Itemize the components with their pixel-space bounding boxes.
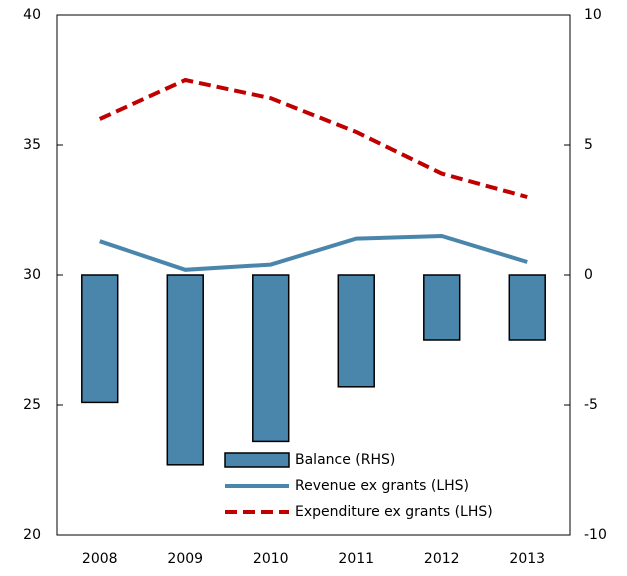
y2-tick-label: 5 xyxy=(584,137,593,153)
bar xyxy=(337,274,375,388)
y-tick-label: 35 xyxy=(23,137,41,153)
bar xyxy=(81,274,119,404)
x-tick-label: 2012 xyxy=(424,551,460,567)
y2-tick-label: -5 xyxy=(584,397,598,413)
x-tick-label: 2008 xyxy=(82,551,118,567)
x-tick-label: 2010 xyxy=(253,551,289,567)
bar xyxy=(166,274,204,466)
bar xyxy=(508,274,546,341)
y-tick-label: 40 xyxy=(23,7,41,23)
legend-label: Expenditure ex grants (LHS) xyxy=(295,504,493,520)
line xyxy=(98,77,528,199)
bar xyxy=(423,274,461,341)
y2-tick-label: 0 xyxy=(584,267,593,283)
line xyxy=(99,233,528,272)
bar xyxy=(252,274,290,443)
legend-label: Balance (RHS) xyxy=(295,452,395,468)
y2-tick-label: -10 xyxy=(584,527,607,543)
y-tick-label: 25 xyxy=(23,397,41,413)
legend-swatch xyxy=(224,452,290,468)
legend-label: Revenue ex grants (LHS) xyxy=(295,478,469,494)
x-tick-label: 2009 xyxy=(167,551,203,567)
y2-tick-label: 10 xyxy=(584,7,602,23)
x-tick-label: 2011 xyxy=(338,551,374,567)
y-tick-label: 20 xyxy=(23,527,41,543)
y-tick-label: 30 xyxy=(23,267,41,283)
x-tick-label: 2013 xyxy=(509,551,545,567)
